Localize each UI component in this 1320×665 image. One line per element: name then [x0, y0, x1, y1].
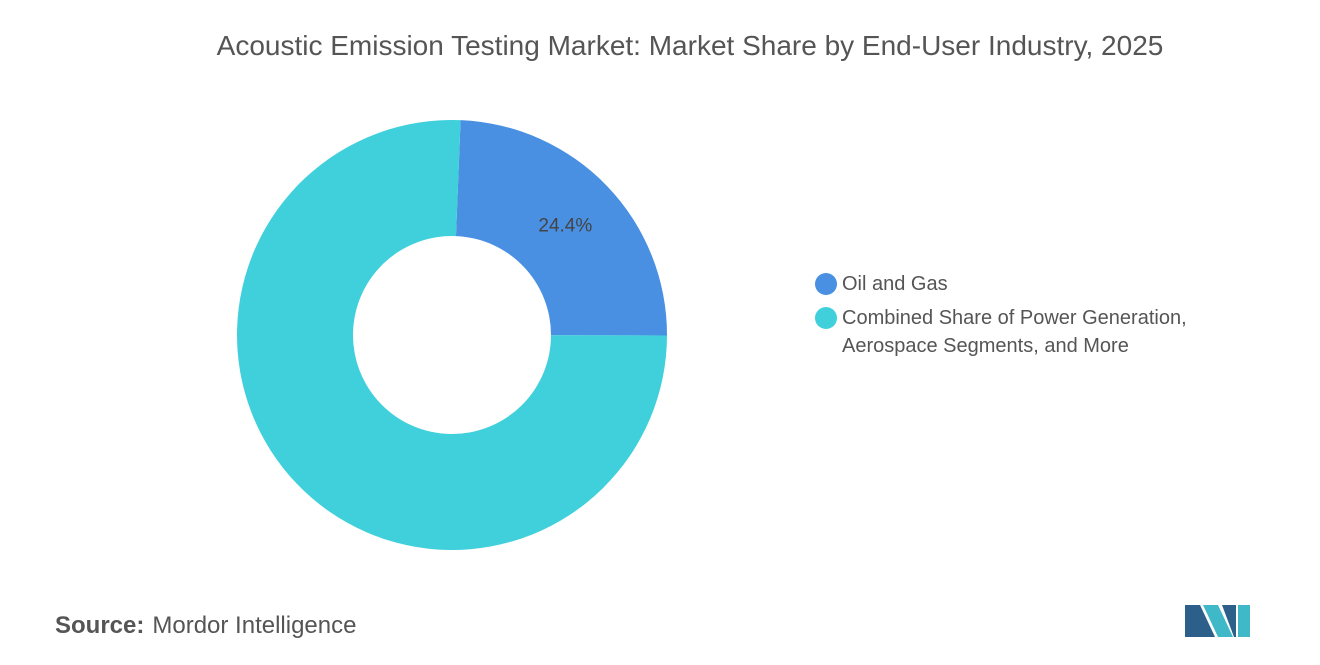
- slice: [455, 120, 667, 336]
- donut: 24.4%: [237, 119, 667, 550]
- logo-shape: [1185, 605, 1215, 637]
- source-label: Source:: [55, 612, 145, 639]
- source-text: Mordor Intelligence: [152, 612, 357, 639]
- data-label: 24.4%: [538, 215, 592, 236]
- logo-shape: [1222, 605, 1236, 637]
- legend-item: Combined Share of Power Generation, Aero…: [812, 304, 1232, 360]
- legend: Oil and Gas Combined Share of Power Gener…: [812, 270, 1232, 366]
- legend-label: Combined Share of Power Generation, Aero…: [842, 307, 1187, 357]
- logo: [1185, 605, 1250, 637]
- legend-swatch: [815, 273, 837, 295]
- chart-title: Acoustic Emission Testing Market: Market…: [216, 30, 1164, 61]
- logo-shape: [1203, 605, 1233, 637]
- source: Source: Mordor Intelligence: [55, 612, 356, 640]
- legend-item: Oil and Gas: [812, 270, 1232, 298]
- slice: [237, 119, 667, 550]
- legend-label: Oil and Gas: [842, 273, 948, 295]
- legend-swatch: [815, 307, 837, 329]
- logo-shape: [1238, 605, 1250, 637]
